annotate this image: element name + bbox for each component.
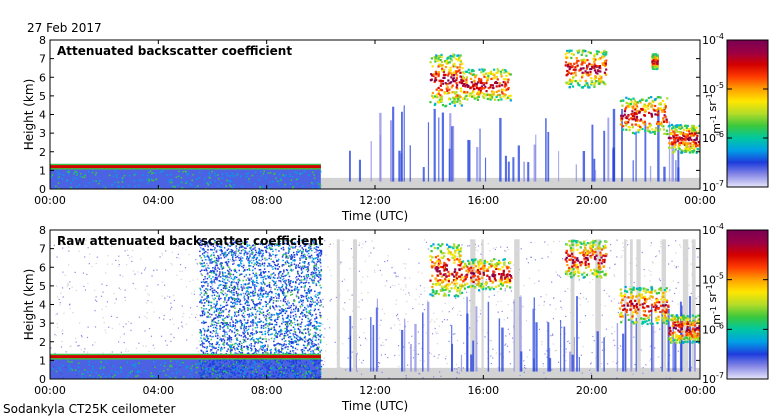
colorbar-label: m-1 sr-1 [705, 93, 723, 133]
colorbar: 10-7 10-6 10-5 10-4 m-1 sr-1 [702, 32, 769, 194]
x-tick-label: 12:00 [359, 384, 391, 397]
colorbar-tick-label: 10-4 [702, 32, 724, 47]
colorbar-tick-label: 10-5 [702, 272, 724, 287]
y-tick-label: 1 [39, 354, 46, 367]
cloud-4 [619, 95, 669, 136]
colorbar-gradient [726, 229, 769, 380]
y-tick-label: 2 [39, 336, 46, 349]
panel-1: Attenuated backscatter coefficient 0 1 2 3 4 5… [22, 32, 769, 223]
x-tick-label: 04:00 [142, 384, 174, 397]
y-tick-label: 8 [39, 224, 46, 237]
y-tick-label: 0 [39, 373, 46, 386]
heatmap-area [50, 40, 700, 189]
nodata-region [320, 177, 700, 189]
panel-2: Raw attenuated backscatter coefficient 0 1… [22, 222, 769, 413]
cloud-5 [651, 53, 659, 71]
cloud-2 [461, 258, 513, 292]
y-tick-label: 6 [39, 261, 46, 274]
y-tick-label: 3 [39, 127, 46, 140]
cloud-4 [618, 285, 670, 326]
x-tick-label: 00:00 [684, 194, 716, 207]
x-tick-label: 04:00 [142, 194, 174, 207]
colorbar: 10-7 10-6 10-5 10-4 m-1 sr-1 [702, 222, 769, 386]
y-tick-label: 7 [39, 53, 46, 66]
chart-title: Raw attenuated backscatter coefficient [57, 234, 324, 248]
cloud-1 [429, 53, 464, 108]
cloud-3 [564, 49, 608, 89]
colorbar-gradient [726, 39, 769, 188]
y-axis-label: Height (km) [22, 79, 36, 150]
nodata-region [320, 367, 700, 379]
x-tick-label: 00:00 [34, 194, 66, 207]
y-tick-label: 8 [39, 34, 46, 47]
colorbar-tick-label: 10-6 [702, 321, 724, 336]
boundary-layer-core [50, 165, 321, 169]
x-tick-label: 08:00 [251, 384, 283, 397]
x-tick-label: 20:00 [576, 194, 608, 207]
y-tick-label: 4 [39, 299, 46, 312]
x-tick-label: 16:00 [467, 384, 499, 397]
x-axis-label: Time (UTC) [341, 399, 408, 413]
y-tick-label: 0 [39, 183, 46, 196]
colorbar-tick-label: 10-6 [702, 130, 724, 145]
y-tick-label: 1 [39, 164, 46, 177]
y-tick-label: 5 [39, 280, 46, 293]
x-tick-label: 00:00 [34, 384, 66, 397]
chart-title: Attenuated backscatter coefficient [57, 44, 292, 58]
x-tick-label: 20:00 [576, 384, 608, 397]
colorbar-tick-label: 10-5 [702, 81, 724, 96]
y-tick-label: 4 [39, 109, 46, 122]
cloud-5 [668, 314, 700, 344]
y-tick-label: 3 [39, 317, 46, 330]
cloud-3 [564, 239, 608, 279]
x-tick-label: 08:00 [251, 194, 283, 207]
colorbar-label: m-1 sr-1 [705, 284, 723, 324]
x-tick-label: 00:00 [684, 384, 716, 397]
x-axis-label: Time (UTC) [341, 209, 408, 223]
colorbar-tick-label: 10-7 [702, 179, 724, 194]
instrument-label: Sodankyla CT25K ceilometer [3, 402, 176, 416]
y-tick-label: 6 [39, 71, 46, 84]
x-tick-label: 12:00 [359, 194, 391, 207]
colorbar-tick-label: 10-7 [702, 371, 724, 386]
x-tick-label: 16:00 [467, 194, 499, 207]
cloud-2 [461, 68, 512, 102]
y-tick-label: 5 [39, 90, 46, 103]
cloud-1 [429, 243, 464, 298]
y-tick-label: 7 [39, 243, 46, 256]
date-label: 27 Feb 2017 [27, 21, 102, 35]
y-tick-label: 2 [39, 146, 46, 159]
heatmap-area [50, 230, 700, 379]
boundary-layer-core [50, 355, 321, 359]
y-axis-label: Height (km) [22, 269, 36, 340]
colorbar-tick-label: 10-4 [702, 222, 724, 237]
